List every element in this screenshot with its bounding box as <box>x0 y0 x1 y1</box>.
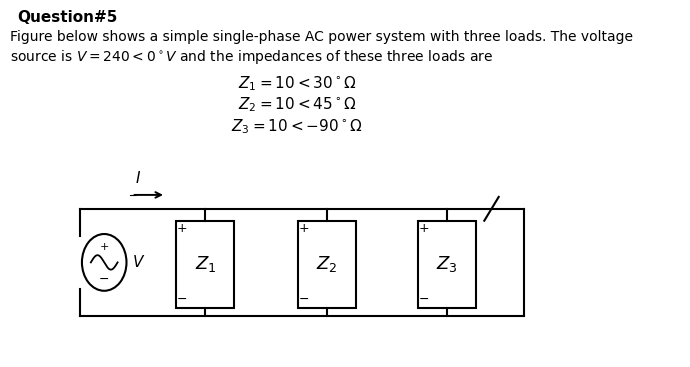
Bar <box>176 221 235 308</box>
Text: −: − <box>177 293 188 306</box>
Text: Question#5: Question#5 <box>17 10 117 25</box>
Text: $Z_3 = 10 < -90^\circ\Omega$: $Z_3 = 10 < -90^\circ\Omega$ <box>231 117 363 136</box>
Bar <box>298 221 356 308</box>
Text: +: + <box>299 222 309 235</box>
Text: Figure below shows a simple single-phase AC power system with three loads. The v: Figure below shows a simple single-phase… <box>10 30 633 44</box>
Text: $Z_2$: $Z_2$ <box>316 254 337 275</box>
Text: −: − <box>299 293 309 306</box>
Text: $Z_1 = 10 < 30^\circ\Omega$: $Z_1 = 10 < 30^\circ\Omega$ <box>237 74 357 92</box>
Text: $Z_1$: $Z_1$ <box>195 254 216 275</box>
Text: $V$: $V$ <box>132 254 145 270</box>
Text: $Z_2 = 10 < 45^\circ\Omega$: $Z_2 = 10 < 45^\circ\Omega$ <box>237 96 357 115</box>
Text: $I$: $I$ <box>135 170 141 186</box>
Text: $Z_3$: $Z_3$ <box>436 254 457 275</box>
Text: +: + <box>99 242 109 252</box>
Text: −: − <box>99 273 110 286</box>
Text: +: + <box>419 222 429 235</box>
Bar <box>418 221 476 308</box>
Text: −: − <box>419 293 429 306</box>
Text: source is $V = 240 < 0^\circ V$ and the impedances of these three loads are: source is $V = 240 < 0^\circ V$ and the … <box>10 48 493 66</box>
Text: +: + <box>177 222 188 235</box>
